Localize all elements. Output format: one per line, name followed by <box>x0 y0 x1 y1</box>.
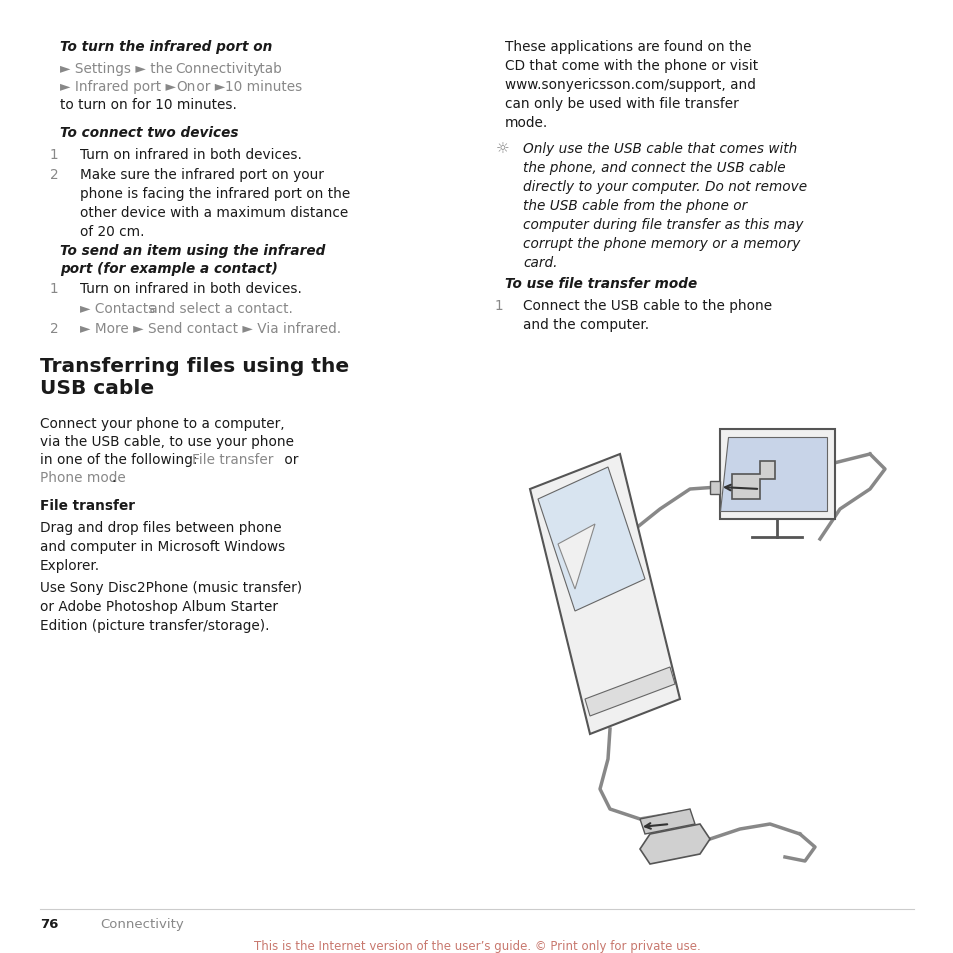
Text: ► Contacts: ► Contacts <box>80 302 155 315</box>
Polygon shape <box>720 437 826 512</box>
Text: 1: 1 <box>50 148 58 162</box>
Text: Transferring files using the
USB cable: Transferring files using the USB cable <box>40 356 349 397</box>
Text: ☼: ☼ <box>496 142 509 157</box>
Text: 76: 76 <box>40 917 58 930</box>
Text: These applications are found on the
CD that come with the phone or visit
www.son: These applications are found on the CD t… <box>504 40 758 130</box>
Text: .: . <box>112 471 116 484</box>
Text: 1: 1 <box>495 298 503 313</box>
Text: On: On <box>175 80 195 94</box>
Text: Turn on infrared in both devices.: Turn on infrared in both devices. <box>80 148 301 162</box>
Text: File transfer: File transfer <box>192 453 274 467</box>
Text: Phone mode: Phone mode <box>40 471 126 484</box>
Polygon shape <box>639 824 709 864</box>
Polygon shape <box>720 430 834 519</box>
Text: Connect your phone to a computer,: Connect your phone to a computer, <box>40 416 284 431</box>
Text: 2: 2 <box>50 168 58 182</box>
Text: Only use the USB cable that comes with
the phone, and connect the USB cable
dire: Only use the USB cable that comes with t… <box>522 142 806 270</box>
Text: 2: 2 <box>50 322 58 335</box>
Text: tab: tab <box>254 62 281 76</box>
Text: or ►: or ► <box>192 80 230 94</box>
Text: Make sure the infrared port on your
phone is facing the infrared port on the
oth: Make sure the infrared port on your phon… <box>80 168 350 238</box>
Polygon shape <box>731 461 774 499</box>
Text: ► More ► Send contact ► Via infrared.: ► More ► Send contact ► Via infrared. <box>80 322 341 335</box>
Polygon shape <box>558 524 595 589</box>
Text: To connect two devices: To connect two devices <box>60 126 238 140</box>
Polygon shape <box>709 481 720 495</box>
Text: 10 minutes: 10 minutes <box>225 80 302 94</box>
Text: via the USB cable, to use your phone: via the USB cable, to use your phone <box>40 435 294 449</box>
Text: This is the Internet version of the user’s guide. © Print only for private use.: This is the Internet version of the user… <box>253 939 700 952</box>
Text: File transfer: File transfer <box>40 498 135 513</box>
Text: or: or <box>280 453 298 467</box>
Polygon shape <box>537 468 644 612</box>
Text: ► Infrared port ►: ► Infrared port ► <box>60 80 180 94</box>
Text: to turn on for 10 minutes.: to turn on for 10 minutes. <box>60 98 236 112</box>
Text: in one of the following:: in one of the following: <box>40 453 202 467</box>
Polygon shape <box>584 667 675 717</box>
Text: Drag and drop files between phone
and computer in Microsoft Windows
Explorer.: Drag and drop files between phone and co… <box>40 520 285 573</box>
Text: To turn the infrared port on: To turn the infrared port on <box>60 40 273 54</box>
Text: 1: 1 <box>50 282 58 295</box>
Text: To send an item using the infrared
port (for example a contact): To send an item using the infrared port … <box>60 244 325 275</box>
Polygon shape <box>639 809 695 834</box>
Text: Connectivity: Connectivity <box>174 62 261 76</box>
Text: Connect the USB cable to the phone
and the computer.: Connect the USB cable to the phone and t… <box>522 298 771 332</box>
Text: To use file transfer mode: To use file transfer mode <box>504 276 697 291</box>
Polygon shape <box>530 455 679 734</box>
Text: ► Settings ► the: ► Settings ► the <box>60 62 177 76</box>
Text: and select a contact.: and select a contact. <box>145 302 293 315</box>
Text: Turn on infrared in both devices.: Turn on infrared in both devices. <box>80 282 301 295</box>
Text: Connectivity: Connectivity <box>100 917 184 930</box>
Text: Use Sony Disc2Phone (music transfer)
or Adobe Photoshop Album Starter
Edition (p: Use Sony Disc2Phone (music transfer) or … <box>40 580 302 632</box>
